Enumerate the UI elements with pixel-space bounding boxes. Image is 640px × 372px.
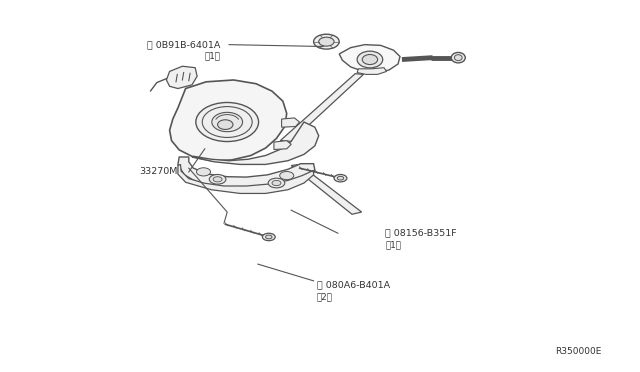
Polygon shape bbox=[170, 80, 287, 161]
Circle shape bbox=[337, 176, 344, 180]
Ellipse shape bbox=[218, 120, 233, 129]
Circle shape bbox=[319, 37, 334, 46]
Circle shape bbox=[314, 34, 339, 49]
Circle shape bbox=[272, 180, 281, 186]
Circle shape bbox=[268, 178, 285, 188]
Ellipse shape bbox=[362, 55, 378, 65]
Circle shape bbox=[266, 235, 272, 239]
Polygon shape bbox=[178, 157, 315, 189]
Ellipse shape bbox=[212, 112, 243, 132]
Polygon shape bbox=[274, 141, 291, 150]
Text: Ⓑ 08156-B351F: Ⓑ 08156-B351F bbox=[385, 229, 457, 238]
Circle shape bbox=[213, 177, 222, 182]
Polygon shape bbox=[357, 68, 387, 74]
Circle shape bbox=[209, 174, 226, 184]
Text: （1）: （1） bbox=[205, 51, 221, 60]
Polygon shape bbox=[280, 74, 364, 141]
Text: ⓝ 0B91B-6401A: ⓝ 0B91B-6401A bbox=[147, 40, 221, 49]
Polygon shape bbox=[192, 122, 319, 164]
Circle shape bbox=[262, 233, 275, 241]
Circle shape bbox=[280, 171, 294, 180]
Text: （2）: （2） bbox=[317, 292, 333, 301]
Polygon shape bbox=[339, 45, 400, 73]
Text: Ⓑ 080A6-B401A: Ⓑ 080A6-B401A bbox=[317, 281, 390, 290]
Ellipse shape bbox=[454, 55, 462, 61]
Circle shape bbox=[334, 174, 347, 182]
Polygon shape bbox=[291, 164, 362, 214]
Ellipse shape bbox=[451, 52, 465, 63]
Polygon shape bbox=[166, 66, 197, 89]
Ellipse shape bbox=[357, 51, 383, 68]
Circle shape bbox=[196, 168, 211, 176]
Text: R350000E: R350000E bbox=[556, 347, 602, 356]
Text: （1）: （1） bbox=[385, 240, 401, 249]
Ellipse shape bbox=[196, 102, 259, 141]
Polygon shape bbox=[282, 118, 300, 127]
Ellipse shape bbox=[202, 106, 252, 137]
Polygon shape bbox=[178, 164, 314, 193]
Text: 33270M: 33270M bbox=[140, 167, 178, 176]
